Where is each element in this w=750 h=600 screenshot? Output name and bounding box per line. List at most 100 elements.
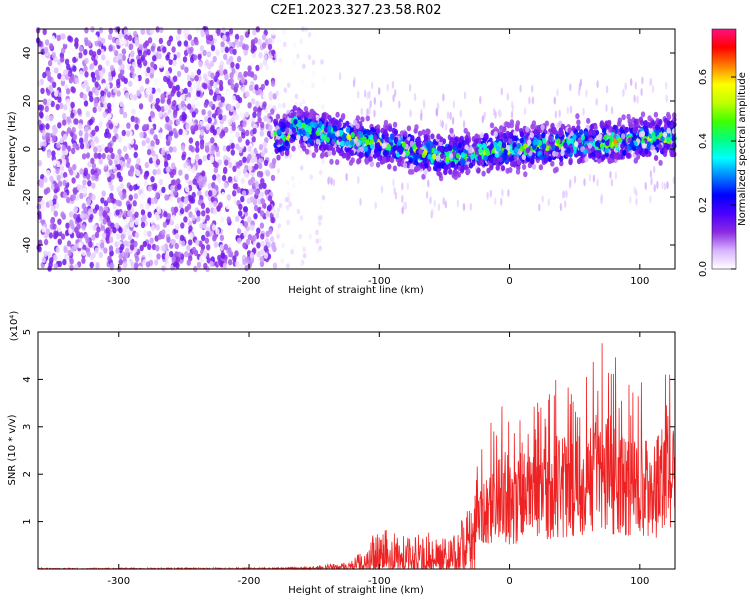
spectrogram-cell [243,71,248,78]
spectrogram-cell [672,176,675,185]
spectrogram-cell [241,132,246,139]
spectrogram-cell [197,158,203,166]
spectrogram-cell [262,182,267,189]
spectrogram-cell [448,145,453,152]
spectrogram-cell [111,163,116,170]
spectrogram-cell [462,120,466,129]
spectrogram-cell [340,114,345,121]
spectrogram-cell [292,60,296,66]
spectrogram-cell [62,42,68,50]
spectrogram-cell [40,55,45,62]
spectrogram-cell [474,138,479,145]
spectrogram-cell [204,145,210,152]
spectrogram-cell [493,126,498,133]
spectrogram-cell [181,93,186,101]
spectrogram-cell [155,91,161,99]
spectrogram-cell [660,135,665,142]
spectrogram-cell [423,169,428,176]
spectrogram-cell [409,147,414,154]
spectrogram-cell [169,53,174,60]
spectrogram-cell [255,64,260,72]
spectrogram-cell [439,119,442,128]
spectrogram-cell [124,92,130,99]
spectrogram-cell [110,152,115,160]
spectrogram-cell [136,157,141,165]
spectrogram-cell [48,43,54,50]
spectrogram-cell [91,182,96,189]
spectrogram-cell [521,164,527,170]
spectrogram-cell [220,96,225,103]
spectrogram-cell [556,88,559,97]
spectrogram-cell [61,33,66,40]
spectrogram-cell [622,149,627,156]
spectrogram-cell [519,145,525,152]
spectrogram-cell [107,196,112,204]
spectrogram-cell [342,135,347,142]
spectrogram-cell [238,223,244,230]
spectrogram-cell [42,71,47,79]
spectrogram-cell [280,258,285,264]
spectrogram-cell [75,194,80,201]
spectrogram-cell [205,230,210,238]
spectrogram-cell [271,241,276,249]
spectrogram-cell [452,170,458,176]
spectrogram-cell [276,168,281,174]
spectrogram-cell [169,171,175,178]
spectrogram-cell [532,144,537,150]
spectrogram-cell [193,124,199,131]
spectrogram-cell [203,262,208,270]
spectrogram-cell [433,160,438,167]
spectrogram-cell [175,84,180,92]
spectrogram-cell [189,63,195,70]
spectrogram-cell [166,153,171,161]
spectrogram-cell [100,225,106,232]
spectrogram-cell [315,238,320,244]
spectrogram-cell [206,51,212,58]
spectrogram-cell [117,136,123,143]
spectrogram-cell [168,35,174,42]
spectrogram-cell [50,217,55,225]
spectrogram-cell [41,226,46,233]
spectrogram-cell [239,34,244,42]
spectrogram-cell [219,84,224,92]
spectrogram-cell [159,62,164,69]
spectrogram-cell [605,104,608,112]
spectrogram-cell [189,46,194,53]
spectrogram-cell [421,173,426,180]
spectrogram-cell [483,133,488,139]
spectrogram-cell [91,76,97,83]
spectrogram-cell [527,139,532,146]
spectrogram-cell [150,176,155,183]
spectrogram-cell [327,176,330,185]
spectrogram-cell [133,144,139,151]
spectrogram-cell [73,118,78,125]
spectrogram-cell [202,155,207,162]
spectrogram-cell [83,100,89,107]
spectrogram-cell [374,201,377,210]
spectrogram-cell [204,29,210,36]
spectrogram-cell [238,247,244,255]
spectrogram-cell [233,183,239,190]
spectrogram-cell [52,135,57,142]
spectrogram-cell [76,223,81,231]
spectrogram-cell [221,27,226,34]
spectrogram-cell [147,211,152,218]
spectrogram-cell [175,35,181,42]
spectrogram-cell [62,158,67,166]
spectrogram-cell [301,98,306,105]
spectrogram-cell [489,164,494,171]
spectrogram-cell [244,172,250,179]
spectrogram-cell [543,157,548,164]
spectrogram-cell [152,156,157,163]
spectrogram-cell [243,221,249,228]
spectrogram-cell [173,206,179,213]
spectrogram-cell [181,154,186,161]
spectrogram-cell [203,250,208,257]
spectrogram-cell [215,49,220,56]
spectrogram-cell [423,135,429,142]
spectrogram-cell [246,197,252,204]
spectrogram-cell [51,150,56,157]
spectrogram-cell [498,156,503,163]
spectrogram-cell [106,132,112,139]
spectrogram-cell [224,159,229,166]
